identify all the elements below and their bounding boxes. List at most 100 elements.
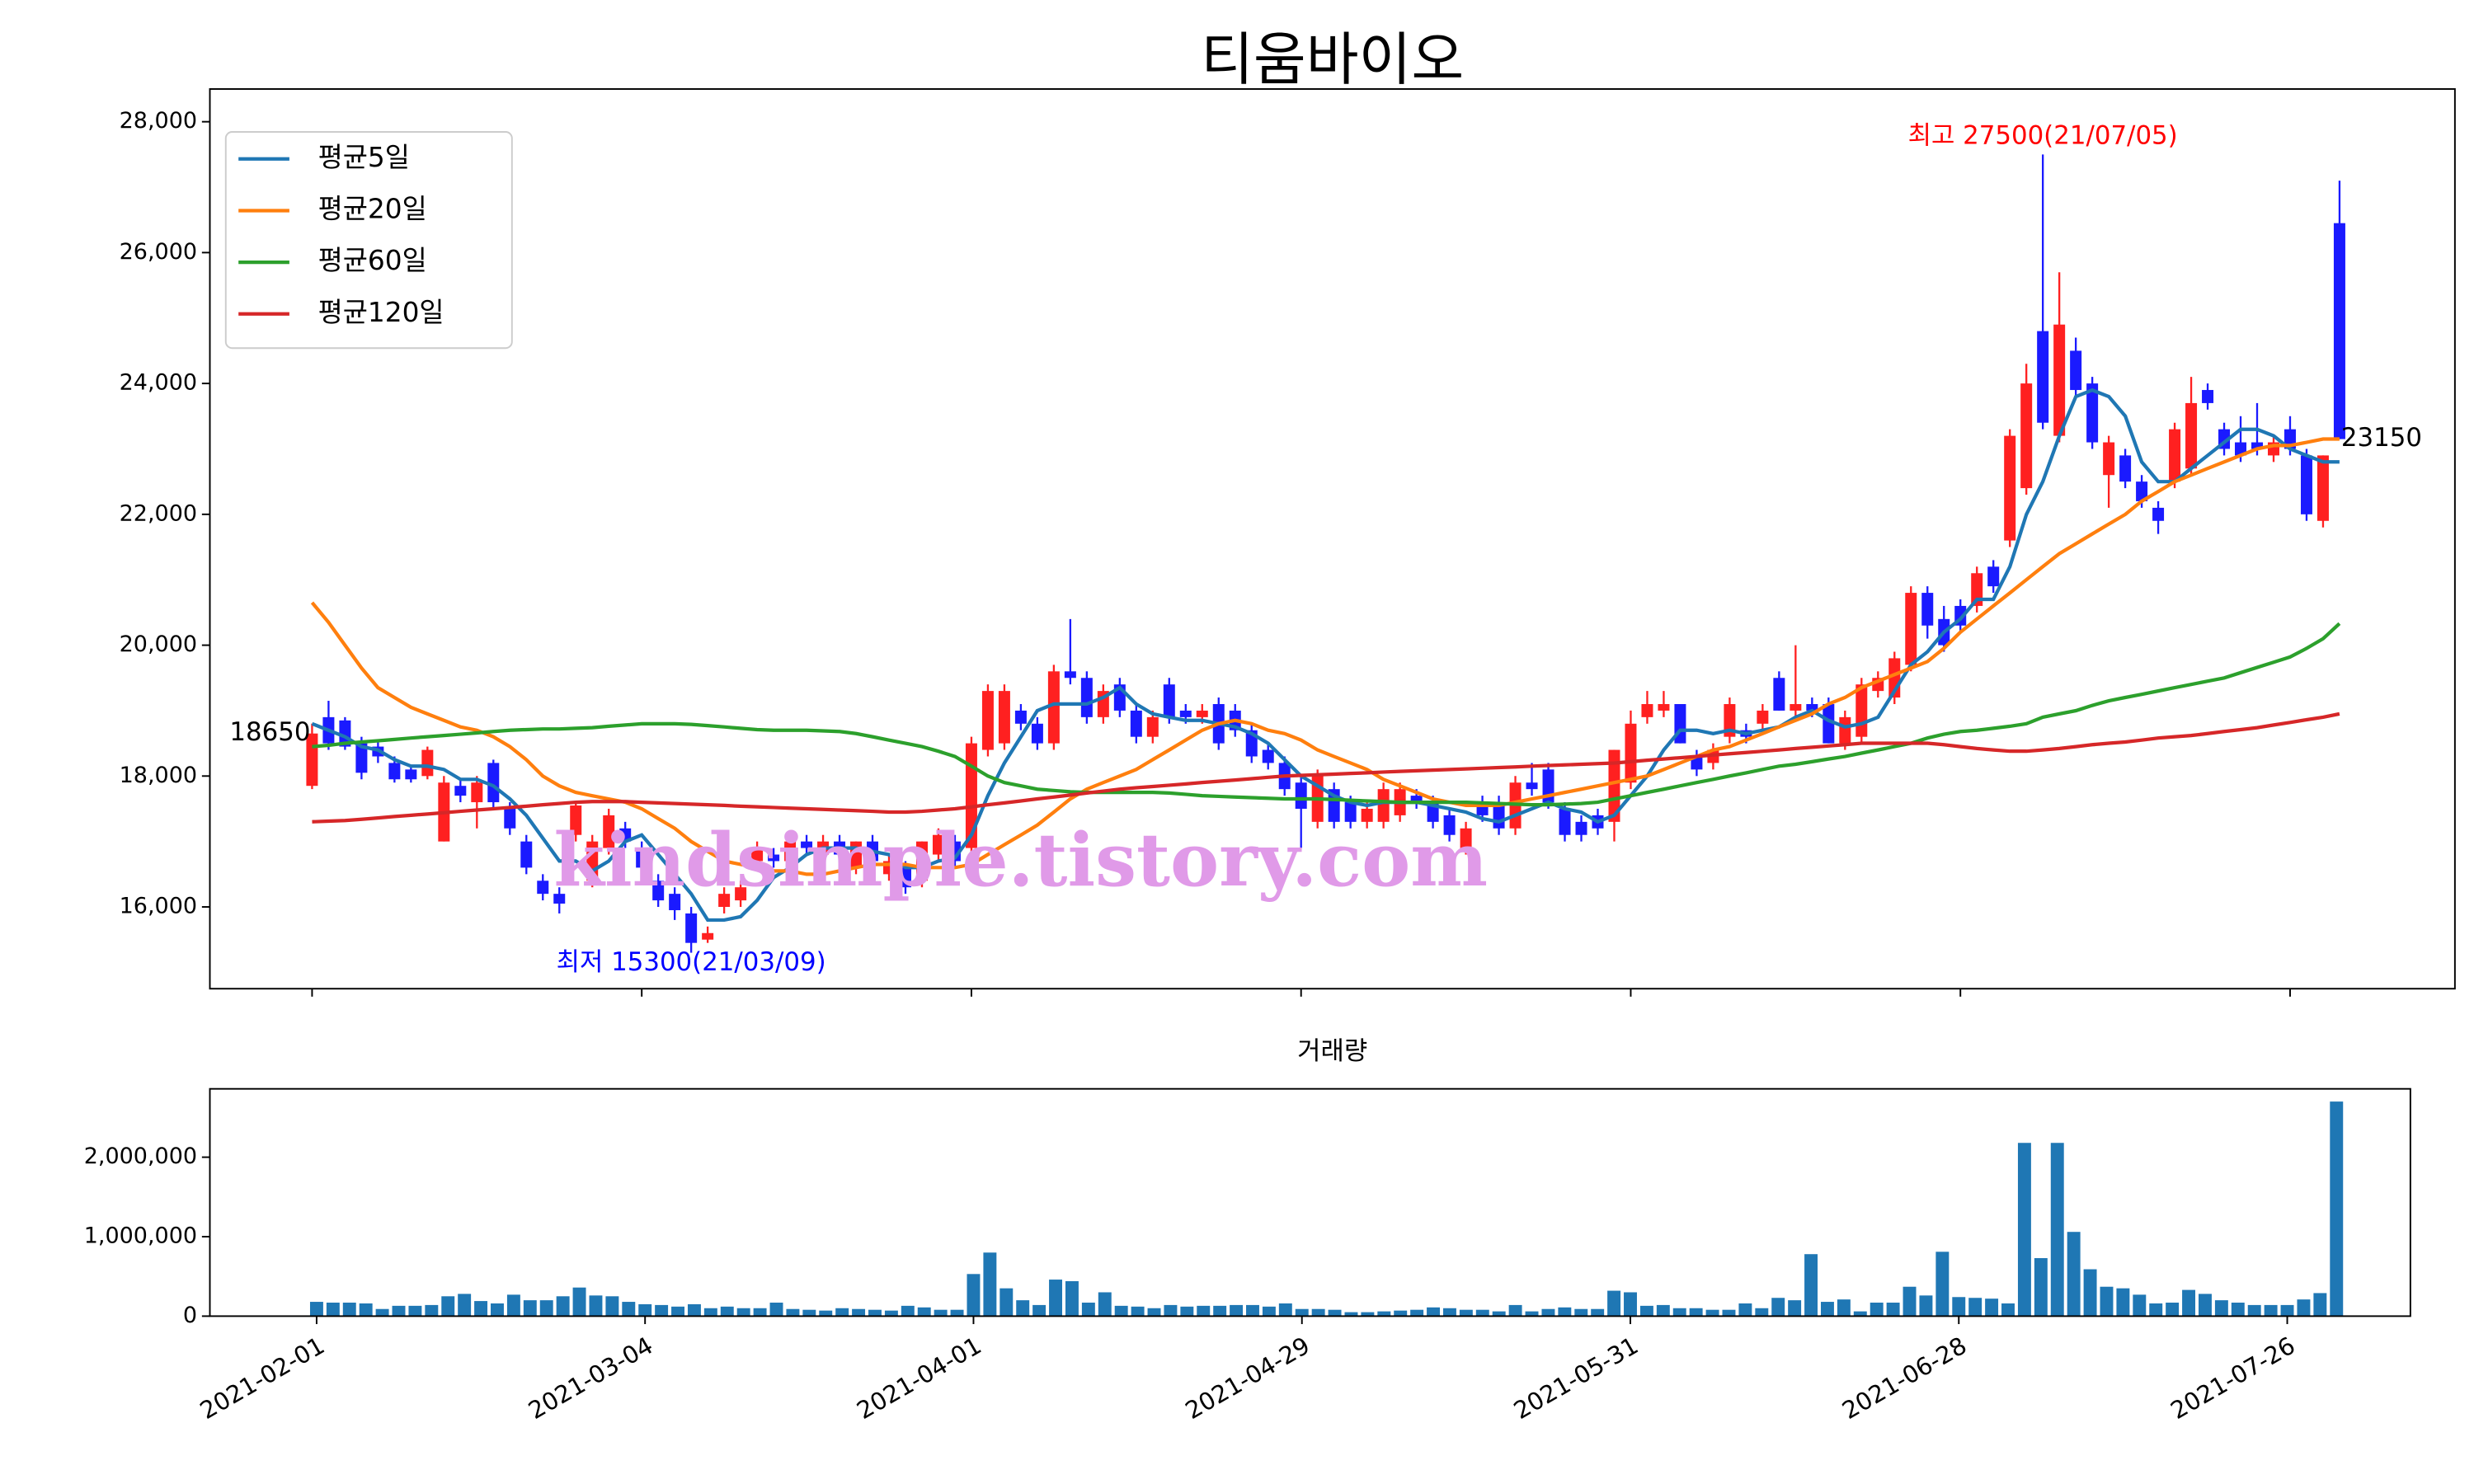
volume-bar (572, 1287, 586, 1317)
min-annotation: 최저 15300(21/03/09) (557, 947, 826, 977)
volume-bar (589, 1295, 603, 1317)
candle-body (504, 808, 516, 829)
volume-bar (736, 1308, 750, 1317)
candle-body (2169, 429, 2181, 482)
candle-body (998, 691, 1010, 744)
candle-body (768, 854, 780, 862)
watermark: kindsimple.tistory.com (554, 817, 1489, 903)
volume-bar (1541, 1308, 1555, 1317)
volume-bar (2330, 1101, 2344, 1317)
price-axes-frame (209, 88, 2456, 990)
volume-bar (1361, 1312, 1375, 1317)
candle-body (388, 763, 401, 780)
candle-body (2300, 455, 2312, 514)
y-tick-label: 28,000 (120, 108, 197, 134)
volume-bar (2100, 1286, 2114, 1317)
volume-bar (1410, 1309, 1424, 1317)
volume-bar (2034, 1258, 2048, 1317)
volume-bar (1788, 1300, 1802, 1317)
volume-bar (703, 1308, 717, 1317)
candle-body (421, 749, 434, 777)
candle-body (1460, 828, 1472, 848)
volume-bar (1098, 1292, 1112, 1317)
volume-bar (868, 1309, 882, 1317)
y-tick-label: 20,000 (120, 632, 197, 657)
candle-body (1163, 684, 1175, 717)
first-close-label: 18650 (229, 717, 310, 747)
volume-axes-frame (209, 1087, 2411, 1317)
ma-line (310, 437, 2340, 876)
volume-bar (2149, 1303, 2163, 1317)
volume-bar (1394, 1310, 1408, 1317)
volume-bar (1705, 1309, 1719, 1317)
candle-body (2020, 383, 2033, 489)
candle-body (751, 848, 764, 862)
volume-bar (950, 1309, 964, 1317)
volume-bar (1295, 1308, 1309, 1317)
volume-bar (1114, 1305, 1128, 1317)
legend-box (224, 131, 513, 350)
volume-bar (1213, 1305, 1227, 1317)
y-tick-label: 1,000,000 (84, 1223, 197, 1249)
volume-bar (425, 1304, 439, 1317)
candle-body (652, 881, 665, 901)
volume-bar (1968, 1298, 1982, 1317)
volume-bar (474, 1301, 488, 1317)
volume-bar (1197, 1305, 1211, 1317)
volume-bar (2116, 1288, 2130, 1317)
volume-bar (1624, 1292, 1637, 1317)
volume-bar (1016, 1300, 1030, 1317)
chart-title: 티움바이오 (1201, 27, 1464, 93)
volume-bar (1771, 1298, 1785, 1317)
candle-body (1757, 710, 1769, 724)
candle-body (1625, 723, 1637, 783)
volume-bar (375, 1308, 389, 1317)
volume-bar (671, 1306, 684, 1317)
volume-bar (1722, 1309, 1736, 1317)
candle-body (1823, 703, 1835, 744)
candle-body (1443, 815, 1456, 835)
candle-body (801, 841, 813, 848)
volume-bar (1837, 1299, 1851, 1317)
candle-body (2119, 455, 2132, 482)
legend-label: 평균20일 (318, 193, 427, 224)
y-tick-label: 0 (183, 1303, 197, 1328)
volume-bar (1656, 1304, 1670, 1317)
volume-bar (1164, 1304, 1178, 1317)
candle-body (1658, 703, 1670, 711)
candle-body (915, 841, 928, 881)
candle-body (1047, 671, 1060, 744)
candle-body (603, 815, 615, 848)
volume-bar (999, 1288, 1014, 1317)
candle-body (570, 805, 582, 835)
candle-body (1377, 789, 1390, 822)
volume-bar (2231, 1303, 2245, 1317)
volume-bar (622, 1302, 636, 1317)
candle-body (2333, 223, 2345, 439)
volume-bar (1558, 1307, 1572, 1317)
candle-body (1559, 808, 1571, 835)
volume-bar (1804, 1254, 1818, 1317)
volume-bar (2001, 1303, 2015, 1317)
y-tick-label: 24,000 (120, 370, 197, 396)
volume-bar (2198, 1294, 2212, 1317)
volume-bar (1853, 1311, 1867, 1317)
volume-bar (556, 1296, 570, 1317)
candle-body (1130, 710, 1142, 737)
candle-body (2086, 383, 2099, 443)
volume-bar (458, 1294, 472, 1317)
candle-body (520, 841, 533, 868)
volume-bar (2313, 1293, 2327, 1317)
ma-line (312, 622, 2341, 807)
volume-bar (408, 1305, 422, 1317)
volume-bar (539, 1300, 553, 1317)
ma-line (311, 387, 2340, 923)
candle-body (2103, 442, 2115, 476)
candle-body (1262, 749, 1274, 763)
candle-body (1806, 703, 1818, 711)
volume-bar (342, 1303, 356, 1317)
candle-body (454, 786, 467, 796)
volume-bar (1919, 1295, 1933, 1317)
candle-body (1179, 710, 1192, 717)
